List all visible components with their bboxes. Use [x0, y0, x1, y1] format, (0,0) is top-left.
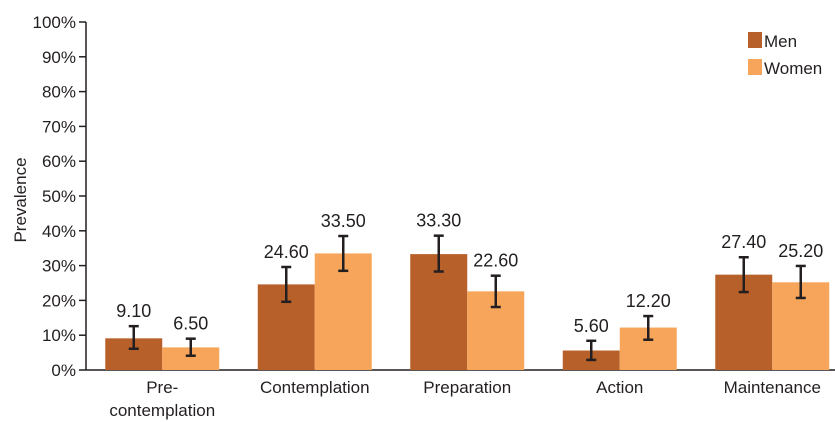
x-category-label: Maintenance	[724, 378, 821, 397]
y-tick-label: 10%	[42, 326, 76, 345]
legend: Men Women	[748, 32, 822, 78]
bar-women	[162, 347, 220, 370]
y-tick-label: 40%	[42, 222, 76, 241]
bar-men	[410, 254, 468, 370]
data-label: 6.50	[173, 314, 208, 334]
data-label: 5.60	[574, 316, 609, 336]
x-category-label: contemplation	[109, 401, 215, 420]
legend-swatch-women	[748, 59, 762, 75]
data-label: 12.20	[626, 291, 671, 311]
bars	[105, 253, 830, 370]
data-label: 9.10	[116, 301, 151, 321]
legend-label-men: Men	[764, 32, 797, 51]
y-tick-label: 90%	[42, 48, 76, 67]
y-tick-label: 30%	[42, 257, 76, 276]
y-tick-label: 50%	[42, 187, 76, 206]
y-tick-label: 0%	[51, 361, 76, 380]
x-category-label: Preparation	[423, 378, 511, 397]
data-label: 33.30	[416, 211, 461, 231]
data-labels: 9.10 6.50 24.60 33.50 33.30 22.60 5.60 12.20 27.…	[116, 211, 823, 336]
y-tick-label: 60%	[42, 152, 76, 171]
legend-label-women: Women	[764, 59, 822, 78]
x-axis: Pre-contemplation Contemplation Preparatio…	[86, 369, 835, 420]
bar-women	[314, 253, 372, 370]
y-tick-label: 80%	[42, 83, 76, 102]
data-label: 24.60	[264, 242, 309, 262]
error-bars	[128, 234, 806, 362]
y-tick-label: 70%	[42, 117, 76, 136]
data-label: 22.60	[473, 251, 518, 271]
data-label: 33.50	[321, 211, 366, 231]
y-axis: 0% 10% 20% 30% 40% 50% 60% 70% 80% 90% 100%	[33, 13, 87, 380]
x-category-label: Pre-	[146, 378, 178, 397]
x-category-label: Contemplation	[260, 378, 370, 397]
legend-swatch-men	[748, 32, 762, 48]
y-tick-label: 100%	[33, 13, 76, 32]
y-axis-label: Prevalence	[11, 157, 30, 242]
data-label: 25.20	[778, 241, 823, 261]
x-category-label: Action	[596, 378, 643, 397]
data-label: 27.40	[721, 232, 766, 252]
y-tick-label: 20%	[42, 291, 76, 310]
